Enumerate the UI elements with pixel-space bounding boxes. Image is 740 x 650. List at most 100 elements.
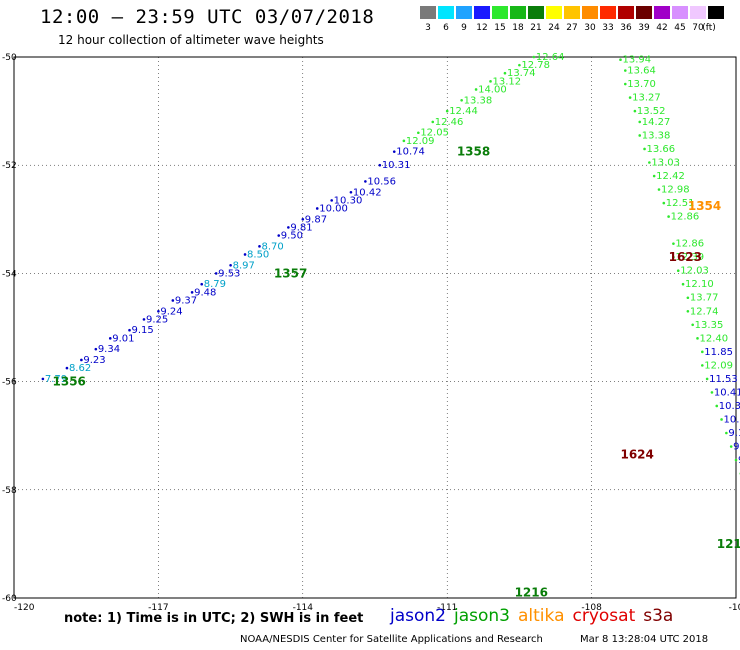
wave-height-label: 9.50 [281,231,303,242]
satellite-legend: jason2 jason3 altika cryosat s3a [390,606,681,626]
wave-height-label: 12.39 [675,252,704,263]
wave-height-label: 9.18 [728,428,740,439]
wave-height-label: 13.03 [651,157,680,168]
scale-swatch [618,6,634,19]
track-point [705,377,709,381]
wave-height-label: 13.27 [632,93,661,104]
wave-height-label: 12.46 [435,117,464,128]
track-point [710,391,714,394]
x-tick-label: -120 [14,603,35,613]
track-point [652,174,656,178]
wave-height-label: 8.50 [247,249,269,260]
track-point [157,309,160,313]
wave-height-label: 8.70 [261,241,283,252]
track-point [662,201,666,205]
wave-height-label: 14.27 [642,117,671,128]
scale-swatch [600,6,616,19]
wave-height-label: 12.78 [521,60,550,71]
timestamp: Mar 8 13:28:04 UTC 2018 [580,634,709,645]
wave-height-label: 13.70 [627,79,656,90]
wave-height-label: 11.85 [704,347,733,358]
wave-height-label: 12.86 [671,212,700,223]
track-point [474,88,478,91]
track-point [720,418,723,421]
wave-height-label: 12.40 [699,333,728,344]
track-time-label: 1624 [620,448,653,462]
x-tick-label: -10 [729,603,740,613]
wave-height-label: 10.56 [367,176,396,187]
wave-height-label: 9.53 [218,268,240,279]
wave-height-label: 12.03 [680,266,709,277]
wave-height-label: 10.31 [382,160,411,171]
wave-height-label: 9.15 [132,325,154,336]
plot-frame [13,56,737,599]
wave-height-label: 9.01 [112,333,134,344]
wave-height-label: 12.10 [685,279,714,290]
scale-label: 18 [512,23,524,33]
wave-height-label: 9.44 [733,442,740,453]
track-point [691,323,694,327]
track-point [108,337,112,340]
track-point [633,109,637,113]
wave-height-label: 12.09 [406,136,435,147]
track-point [681,282,685,286]
wave-height-label: 10.28 [724,414,740,425]
scale-swatch [510,6,526,19]
satellite-cryosat: cryosat [572,606,636,626]
wave-height-label: 13.52 [637,106,666,117]
wave-height-label: 9.48 [194,287,216,298]
track-point [142,318,146,321]
wave-height-label: 13.38 [642,130,671,141]
track-time-label: 1356 [53,375,86,389]
scale-swatch [708,6,724,19]
chart-subtitle: 12 hour collection of altimeter wave hei… [58,33,324,47]
wave-height-label: 8.62 [69,363,91,374]
track-point [402,139,406,143]
scale-swatch [690,6,706,19]
wave-height-label: 12.86 [675,239,704,250]
track-point [729,445,733,448]
wave-height-label: 13.66 [647,144,676,155]
track-point [696,337,699,340]
track-point [301,218,305,221]
wave-height-label: 11.53 [709,374,738,385]
scale-label: 6 [443,23,449,33]
track-point [701,364,704,367]
track-point [734,458,738,462]
scale-label: 9 [461,23,467,33]
wave-height-label: 12.74 [690,306,719,317]
wave-height-label: 12.09 [704,360,733,371]
track-point [686,296,690,300]
wave-height-label: 13.74 [507,68,536,79]
track-point [619,58,622,62]
track-point [190,291,194,294]
wave-height-label: 12.42 [656,171,685,182]
track-point [638,134,642,137]
track-point [623,69,627,72]
track-point [725,431,728,435]
track-point [94,347,98,351]
wave-height-label: 13.77 [690,293,719,304]
wave-height-label: 13.38 [464,95,493,106]
track-point [623,82,627,86]
wave-height-label: 9.78 [738,455,740,466]
wave-height-label: 13.12 [493,76,522,87]
wave-height-label: 9.81 [290,222,312,233]
satellite-s3a: s3a [643,606,674,626]
track-point [229,263,232,267]
y-tick-label: -52 [2,161,17,171]
wave-height-label: 8.97 [233,260,255,271]
wave-height-label: 10.74 [396,147,425,158]
y-tick-label: -54 [2,269,17,279]
wave-height-label: 10.41 [714,387,740,398]
y-tick-label: -58 [2,486,17,496]
track-point [80,358,83,362]
wave-height-label: 13.94 [622,55,651,66]
credit-text: NOAA/NESDIS Center for Satellite Applica… [240,634,543,645]
track-point [277,234,281,237]
y-tick-label: -56 [2,378,17,388]
x-tick-label: -114 [293,603,314,613]
wave-height-label: 9.34 [98,344,120,355]
track-point [243,253,247,256]
track-point [330,199,333,202]
